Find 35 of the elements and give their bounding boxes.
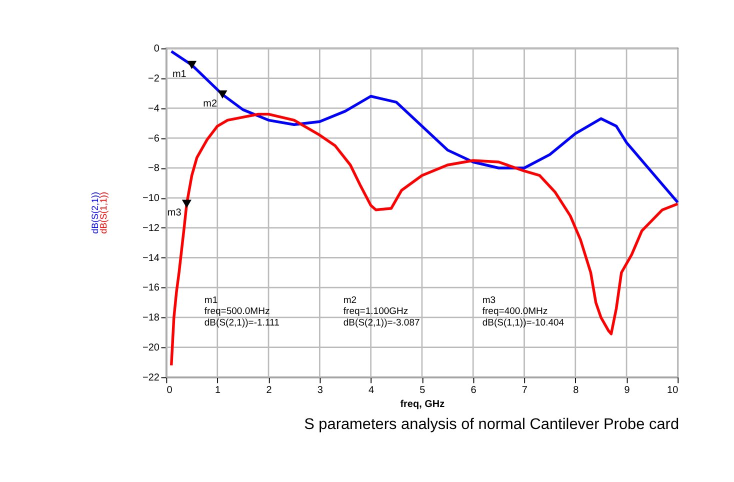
y-tick-label: −8: [148, 163, 160, 174]
annotation: m3 freq=400.0MHz dB(S(1,1))=-10.404: [482, 294, 565, 328]
annotation: m2 freq=1.100GHz dB(S(2,1))=-3.087: [343, 294, 420, 328]
x-tick-label: 3: [317, 385, 324, 396]
x-tick-label: 1: [215, 385, 222, 396]
text: S parameters analysis of normal Cantilever Probe card: [304, 416, 680, 434]
line-series: [170, 112, 680, 367]
y-tick-label: −16: [142, 282, 160, 294]
y-tick-label: −14: [142, 252, 160, 264]
y-tick-label: −6: [148, 133, 160, 144]
x-tick-label: 5: [420, 385, 426, 396]
y-tick-label: −4: [148, 103, 160, 114]
annotation: m2: [203, 98, 218, 110]
y-tick-label: −22: [142, 372, 160, 384]
y-tick-label: −18: [142, 312, 160, 324]
x-tick-label: 9: [624, 385, 630, 396]
y-tick-label: −20: [142, 342, 160, 354]
annotation: m1: [172, 68, 187, 80]
y-tick-label: −12: [142, 222, 160, 234]
x-tick-label: 0: [166, 385, 173, 396]
annotation: m3: [167, 208, 182, 219]
x-tick-label: 10: [667, 385, 679, 396]
x-tick-label: 8: [573, 385, 580, 396]
text: dB(S(1,1)): [98, 192, 108, 234]
annotation: m1 freq=500.0MHz dB(S(2,1))=-1.111: [204, 294, 280, 328]
text: dB(S(2,1)): [90, 192, 100, 234]
x-tick-label: 6: [470, 385, 477, 396]
x-tick-label: 7: [522, 385, 528, 396]
y-tick-label: 0: [154, 44, 160, 55]
y-tick-label: −10: [142, 193, 160, 204]
line-series: [170, 50, 680, 204]
x-axis-title: freq, GHz: [400, 398, 445, 410]
x-tick-label: 4: [368, 385, 374, 396]
y-tick-label: −2: [148, 73, 160, 84]
x-tick-label: 2: [266, 385, 272, 396]
